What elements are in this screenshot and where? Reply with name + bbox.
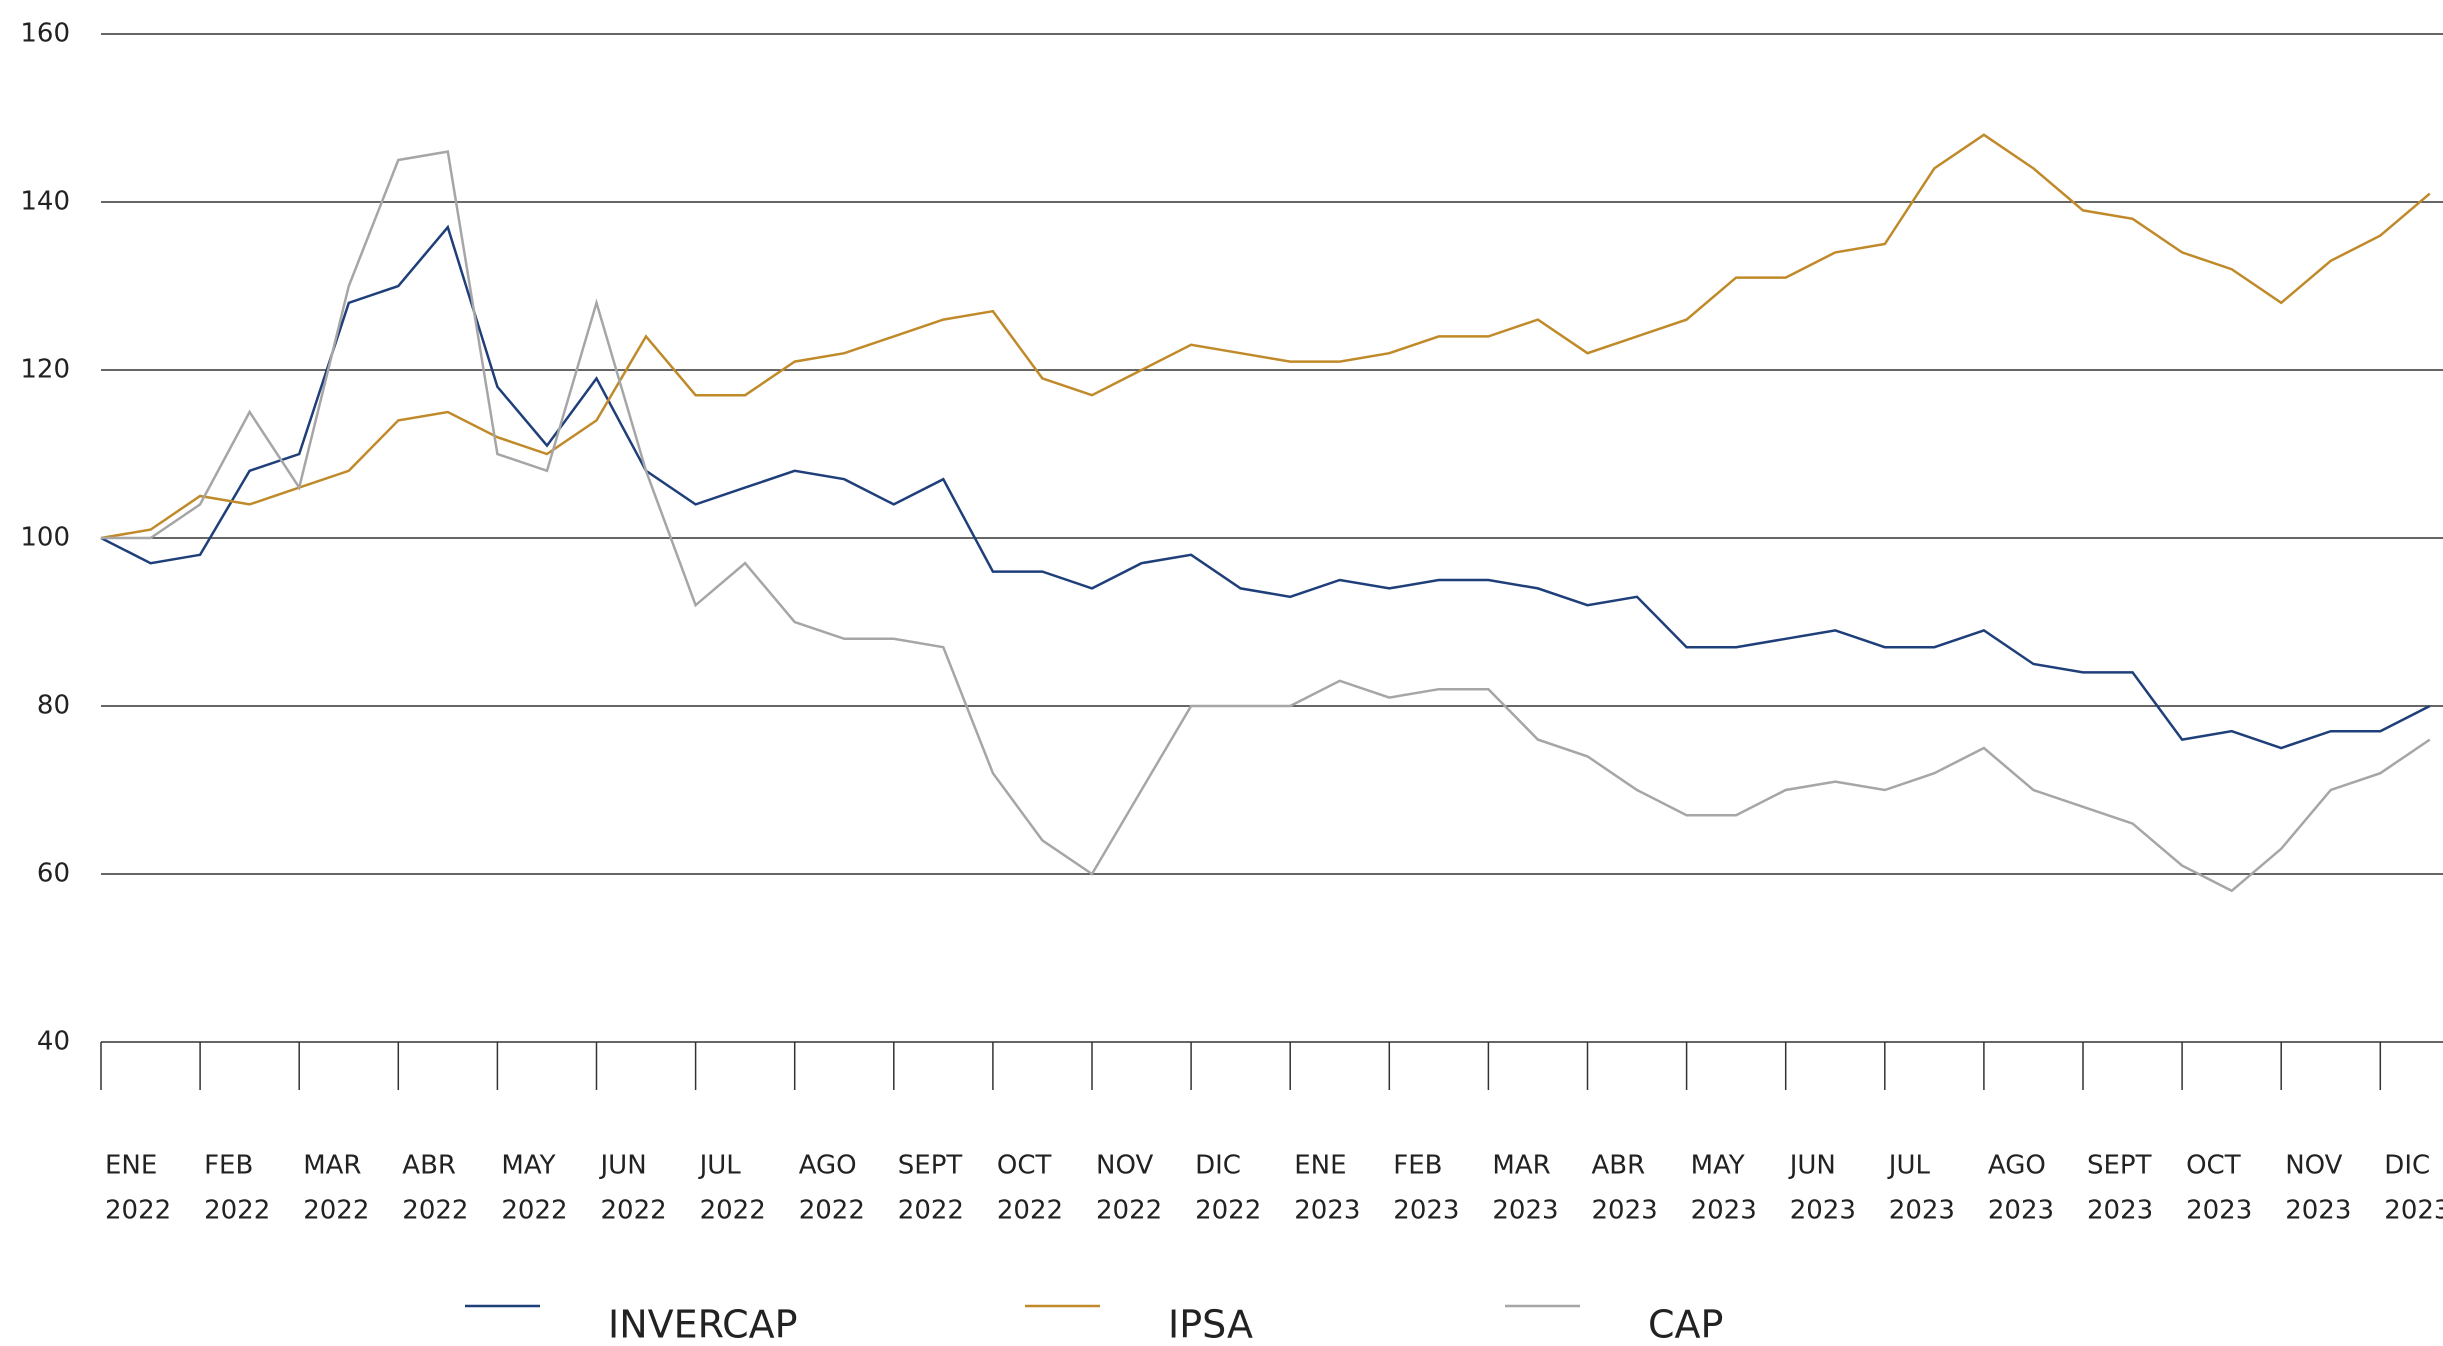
x-tick-label: JUN: [1788, 1151, 1836, 1181]
x-tick-label: 2022: [303, 1196, 369, 1226]
x-tick-label: 2022: [402, 1196, 468, 1226]
x-tick-label: 2022: [898, 1196, 964, 1226]
x-tick-label: 2022: [501, 1196, 567, 1226]
x-tick-label: AGO: [799, 1151, 857, 1181]
x-tick-label: 2023: [1988, 1196, 2054, 1226]
y-tick-label: 160: [20, 19, 70, 49]
x-tick-label: SEPT: [2087, 1151, 2152, 1181]
x-tick-label: MAY: [1691, 1151, 1745, 1181]
line-series: [101, 150, 2431, 893]
y-tick-label: 140: [20, 187, 70, 217]
x-tick-label: ABR: [402, 1151, 456, 1181]
x-tick-label: 2023: [2384, 1196, 2443, 1226]
x-tick-label: 2023: [2186, 1196, 2252, 1226]
x-tick-label: DIC: [1195, 1151, 1241, 1181]
x-tick-label: 2022: [601, 1196, 667, 1226]
x-tick-label: FEB: [204, 1151, 253, 1181]
x-tick-label: JUL: [698, 1151, 742, 1181]
x-tick-label: 2023: [1592, 1196, 1658, 1226]
legend-label: INVERCAP: [608, 1303, 798, 1346]
y-tick-label: 120: [20, 355, 70, 385]
legend-label: IPSA: [1168, 1303, 1253, 1346]
x-tick-label: MAY: [501, 1151, 555, 1181]
y-tick-label: 40: [37, 1027, 70, 1057]
x-tick-label: 2022: [997, 1196, 1063, 1226]
x-tick-label: 2023: [1889, 1196, 1955, 1226]
x-tick-label: NOV: [2285, 1151, 2342, 1181]
line-series: [100, 133, 2431, 540]
x-tick-label: ENE: [105, 1151, 157, 1181]
x-tick-label: 2022: [204, 1196, 270, 1226]
x-tick-label: 2023: [1492, 1196, 1558, 1226]
x-tick-label: 2023: [1294, 1196, 1360, 1226]
x-tick-label: 2023: [1691, 1196, 1757, 1226]
y-tick-label: 60: [37, 859, 70, 889]
x-tick-label: OCT: [2186, 1151, 2241, 1181]
x-tick-label: NOV: [1096, 1151, 1153, 1181]
x-tick-label: FEB: [1393, 1151, 1442, 1181]
x-tick-label: ENE: [1294, 1151, 1346, 1181]
line-series: [100, 224, 2431, 750]
x-tick-label: JUL: [1887, 1151, 1931, 1181]
x-tick-label: MAR: [303, 1151, 361, 1181]
x-tick-label: 2023: [2285, 1196, 2351, 1226]
x-tick-label: 2022: [799, 1196, 865, 1226]
x-tick-label: 2022: [700, 1196, 766, 1226]
x-tick-label: MAR: [1492, 1151, 1550, 1181]
y-tick-label: 80: [37, 691, 70, 721]
x-tick-label: 2023: [1393, 1196, 1459, 1226]
x-tick-label: 2022: [1195, 1196, 1261, 1226]
x-tick-label: SEPT: [898, 1151, 963, 1181]
x-tick-label: JUN: [599, 1151, 647, 1181]
y-tick-label: 100: [20, 523, 70, 553]
x-tick-label: DIC: [2384, 1151, 2430, 1181]
x-tick-label: AGO: [1988, 1151, 2046, 1181]
x-tick-label: OCT: [997, 1151, 1052, 1181]
x-tick-label: 2022: [1096, 1196, 1162, 1226]
x-tick-label: 2023: [1790, 1196, 1856, 1226]
x-tick-label: ABR: [1592, 1151, 1646, 1181]
legend-label: CAP: [1648, 1303, 1723, 1346]
x-tick-label: 2022: [105, 1196, 171, 1226]
x-tick-label: 2023: [2087, 1196, 2153, 1226]
